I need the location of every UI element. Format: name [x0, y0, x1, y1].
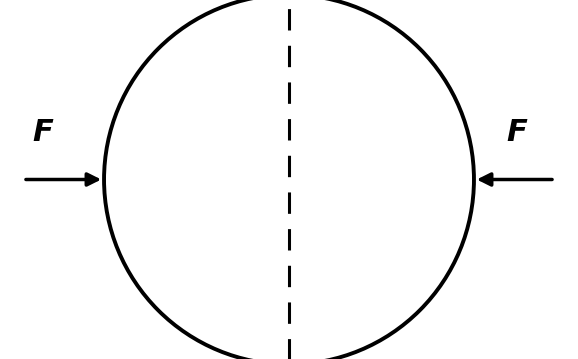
Text: $\boldsymbol{F}$: $\boldsymbol{F}$: [506, 118, 528, 147]
Text: $\boldsymbol{F}$: $\boldsymbol{F}$: [32, 118, 54, 147]
